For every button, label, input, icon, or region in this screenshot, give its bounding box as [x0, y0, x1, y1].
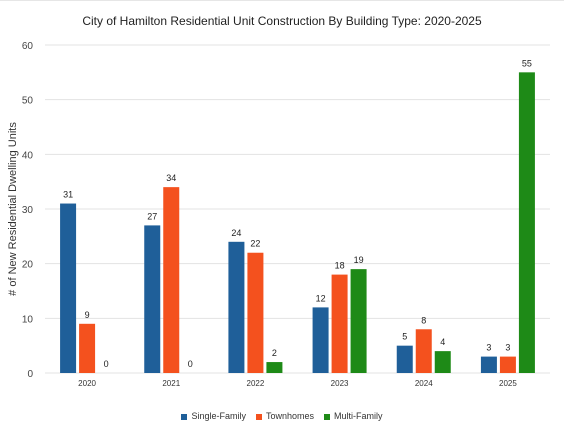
bar: [247, 252, 264, 373]
bar: [480, 356, 497, 373]
bar: [266, 362, 283, 373]
y-axis-label: # of New Residential Dwelling Units: [7, 122, 19, 296]
bar: [499, 356, 516, 373]
data-label: 3: [486, 343, 491, 353]
data-label: 5: [402, 332, 407, 342]
legend-item: Multi-Family: [324, 411, 383, 421]
legend-label: Multi-Family: [334, 411, 383, 421]
data-label: 22: [250, 239, 260, 249]
bar: [163, 187, 180, 373]
legend-item: Single-Family: [181, 411, 246, 421]
data-label: 27: [147, 211, 157, 221]
x-tick-label: 2021: [162, 379, 180, 388]
legend-item: Townhomes: [255, 411, 315, 421]
bar: [331, 274, 348, 373]
data-label: 18: [335, 261, 345, 271]
bar: [228, 241, 245, 373]
data-label: 24: [231, 228, 241, 238]
y-tick-label: 40: [22, 150, 34, 161]
bar: [60, 203, 77, 373]
x-tick-label: 2025: [499, 379, 517, 388]
chart-title: City of Hamilton Residential Unit Constr…: [82, 14, 482, 28]
bar: [415, 329, 432, 373]
bar: [79, 323, 96, 373]
data-label: 55: [522, 58, 532, 68]
legend-swatch: [255, 413, 262, 420]
x-tick-label: 2022: [247, 379, 265, 388]
bar: [312, 307, 329, 373]
data-label: 12: [316, 293, 326, 303]
y-tick-label: 30: [22, 205, 34, 216]
x-tick-label: 2024: [415, 379, 433, 388]
y-tick-label: 60: [22, 41, 34, 52]
data-label: 3: [505, 343, 510, 353]
x-tick-label: 2023: [331, 379, 349, 388]
data-label: 19: [354, 255, 364, 265]
x-tick-label: 2020: [78, 379, 96, 388]
legend-swatch: [181, 413, 188, 420]
bar: [396, 345, 413, 373]
bar: [518, 72, 535, 373]
data-label: 0: [188, 359, 193, 369]
data-label: 2: [272, 348, 277, 358]
data-label: 8: [421, 315, 426, 325]
legend-label: Townhomes: [265, 411, 315, 421]
y-tick-label: 20: [22, 260, 34, 271]
data-label: 34: [166, 173, 176, 183]
data-label: 9: [85, 310, 90, 320]
data-label: 31: [63, 190, 73, 200]
legend-label: Single-Family: [191, 411, 246, 421]
bar: [144, 225, 161, 373]
y-tick-label: 10: [22, 314, 34, 325]
y-tick-label: 0: [27, 369, 33, 380]
data-label: 0: [104, 359, 109, 369]
legend-swatch: [324, 413, 331, 420]
data-label: 4: [440, 337, 445, 347]
bar: [350, 269, 367, 373]
chart-legend: Single-Family Townhomes Multi-Family: [0, 411, 564, 421]
y-tick-label: 50: [22, 96, 34, 107]
bar: [434, 351, 451, 373]
